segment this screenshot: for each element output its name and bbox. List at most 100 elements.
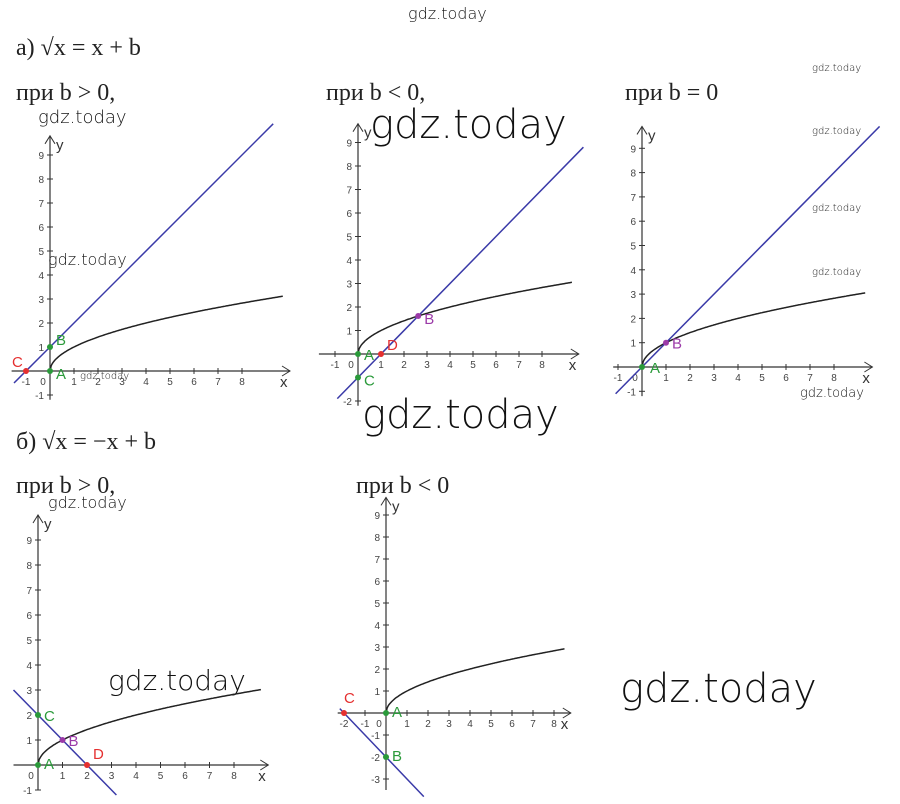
point [341, 710, 347, 716]
axis-label: y [364, 125, 372, 142]
x-tick-label: 5 [488, 719, 494, 730]
x-tick-label: 7 [215, 377, 221, 388]
watermark: gdz.today [80, 371, 129, 382]
y-tick-label: -3 [371, 775, 380, 786]
y-tick-label: 2 [26, 711, 32, 722]
axis-label: y [56, 137, 64, 154]
y-tick-label: 7 [38, 199, 44, 210]
arrow [44, 134, 56, 145]
y-tick-label: 3 [374, 643, 380, 654]
point-label: D [387, 337, 398, 354]
sqrt-curve [641, 292, 866, 368]
point-label: B [424, 311, 434, 328]
point [355, 351, 361, 357]
y-tick-label: 2 [346, 303, 352, 314]
point [415, 312, 422, 319]
y-tick-label: 1 [630, 339, 636, 350]
point [47, 368, 53, 374]
watermark: gdz.today [620, 666, 817, 712]
x-tick-label: 6 [509, 719, 515, 730]
y-tick-label: 4 [26, 661, 32, 672]
x-tick-label: 1 [663, 373, 669, 384]
caption: при b > 0, [16, 473, 115, 499]
sqrt-curve [49, 295, 283, 372]
y-tick-label: 4 [346, 256, 352, 267]
x-tick-label: 6 [191, 377, 197, 388]
axis-label: y [392, 498, 400, 515]
y-tick-label: 3 [26, 686, 32, 697]
y-tick-label: 8 [38, 175, 44, 186]
y-tick-label: 5 [630, 242, 636, 253]
y-tick-label: 8 [630, 169, 636, 180]
point [639, 364, 645, 370]
y-tick-label: 5 [26, 636, 32, 647]
x-tick-label: 1 [378, 360, 384, 371]
point [47, 344, 53, 350]
point [84, 762, 90, 768]
y-tick-label: 2 [38, 319, 44, 330]
point [378, 351, 384, 357]
point [383, 710, 389, 716]
x-tick-label: 4 [143, 377, 149, 388]
arrow [281, 365, 291, 377]
point-label: B [56, 332, 66, 349]
x-tick-label: -1 [614, 373, 623, 384]
watermark: gdz.today [108, 664, 246, 697]
watermark: gdz.today [370, 102, 567, 148]
watermark: gdz.today [812, 63, 861, 74]
heading: б) √x = −x + b [16, 429, 156, 455]
arrow [352, 122, 364, 132]
axis-label: x [569, 357, 577, 374]
y-tick-label: 1 [38, 343, 44, 354]
line-graph [12, 689, 117, 796]
y-tick-label: 5 [38, 247, 44, 258]
point-label: B [392, 748, 402, 765]
x-tick-label: 1 [71, 377, 77, 388]
x-tick-label: 0 [40, 377, 46, 388]
x-tick-label: -1 [361, 719, 370, 730]
point [383, 754, 389, 760]
x-tick-label: 8 [539, 360, 545, 371]
x-tick-label: 1 [60, 771, 66, 782]
point-label: C [44, 708, 55, 725]
y-tick-label: 9 [26, 536, 32, 547]
x-tick-label: 7 [807, 373, 813, 384]
caption: при b < 0, [326, 80, 425, 106]
watermark: gdz.today [812, 203, 861, 214]
x-tick-label: 2 [401, 360, 407, 371]
y-tick-label: 6 [38, 223, 44, 234]
y-tick-label: 1 [26, 736, 32, 747]
sqrt-curve [37, 688, 262, 766]
y-tick-label: 9 [38, 151, 44, 162]
axis-label: y [44, 516, 52, 533]
x-tick-label: 2 [84, 771, 90, 782]
watermark: gdz.today [38, 107, 127, 128]
sqrt-curve [357, 281, 573, 355]
point [663, 339, 669, 346]
x-tick-label: 7 [516, 360, 522, 371]
point-label: A [392, 704, 402, 721]
y-tick-label: 3 [630, 290, 636, 301]
x-tick-label: 2 [425, 719, 431, 730]
arrow [570, 348, 580, 360]
y-tick-label: 6 [26, 611, 32, 622]
axis-label: x [862, 370, 870, 387]
point-label: B [69, 733, 79, 750]
watermark: gdz.today [362, 392, 559, 438]
x-tick-label: 3 [711, 373, 717, 384]
x-tick-label: 2 [687, 373, 693, 384]
y-tick-label: 8 [26, 561, 32, 572]
y-tick-label: -1 [627, 387, 636, 398]
point-label: A [650, 360, 660, 377]
line-graph [336, 146, 584, 400]
point-label: A [44, 756, 54, 773]
arrow [32, 514, 44, 524]
caption: при b > 0, [16, 80, 115, 106]
y-tick-label: 6 [630, 217, 636, 228]
x-tick-label: 2 [95, 377, 101, 388]
x-tick-label: 3 [119, 377, 125, 388]
x-tick-label: 4 [133, 771, 139, 782]
point [35, 762, 41, 768]
axis-label: y [648, 127, 656, 144]
x-tick-label: 4 [467, 719, 473, 730]
